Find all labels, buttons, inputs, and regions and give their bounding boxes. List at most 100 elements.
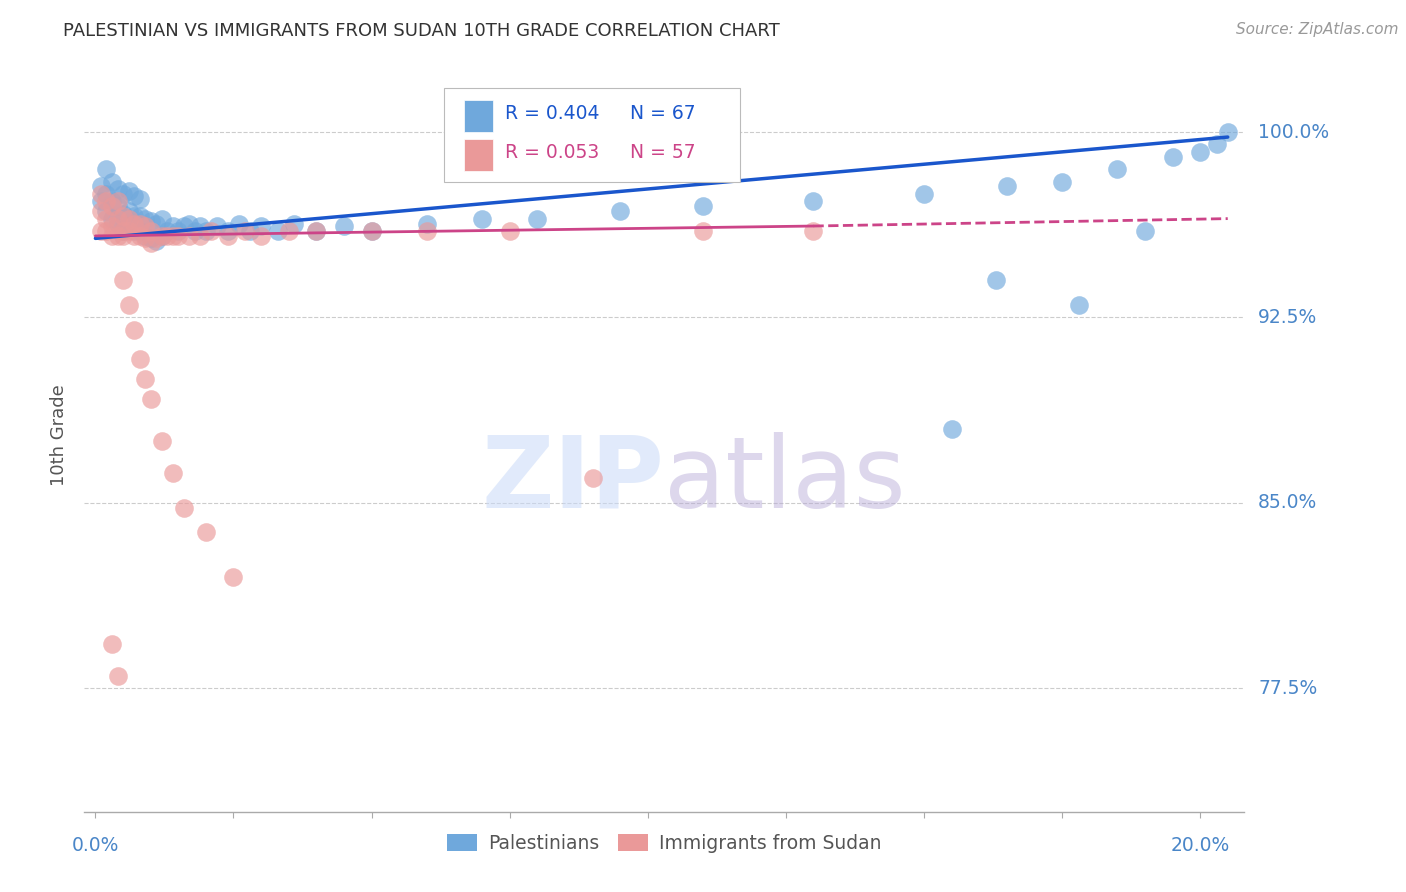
Point	[134, 228, 156, 243]
Point	[150, 434, 173, 448]
Point	[1133, 224, 1156, 238]
Point	[112, 228, 135, 243]
Point	[1050, 175, 1073, 189]
Point	[188, 219, 211, 233]
Point	[139, 214, 162, 228]
Point	[139, 236, 162, 251]
Point	[228, 217, 250, 231]
Point	[912, 186, 935, 201]
Point	[122, 189, 145, 203]
Point	[139, 224, 162, 238]
Point	[122, 228, 145, 243]
Point	[96, 211, 118, 226]
Point	[128, 209, 150, 223]
Point	[156, 224, 179, 238]
Point	[145, 231, 167, 245]
Point	[233, 224, 256, 238]
Text: R = 0.053: R = 0.053	[505, 143, 600, 161]
Text: 77.5%: 77.5%	[1258, 679, 1317, 698]
Text: N = 57: N = 57	[630, 143, 695, 161]
Point	[184, 224, 207, 238]
Point	[112, 186, 135, 201]
Point	[96, 194, 118, 209]
Point	[167, 228, 190, 243]
Point	[112, 224, 135, 238]
Point	[117, 185, 139, 199]
Point	[995, 179, 1018, 194]
Point	[128, 224, 150, 238]
Point	[128, 228, 150, 243]
Point	[283, 217, 305, 231]
Point	[112, 209, 135, 223]
Point	[101, 228, 124, 243]
Point	[581, 471, 603, 485]
Point	[101, 211, 124, 226]
Point	[803, 224, 825, 238]
FancyBboxPatch shape	[464, 139, 492, 171]
Point	[117, 219, 139, 233]
Point	[162, 228, 184, 243]
Point	[112, 207, 135, 221]
Point	[96, 204, 118, 219]
Point	[250, 228, 273, 243]
Point	[134, 219, 156, 233]
Point	[250, 219, 273, 233]
Text: 20.0%: 20.0%	[1171, 836, 1230, 855]
Text: 85.0%: 85.0%	[1258, 493, 1317, 512]
Point	[188, 228, 211, 243]
Point	[179, 217, 201, 231]
Point	[107, 211, 129, 226]
Point	[134, 231, 156, 245]
Point	[134, 211, 156, 226]
Point	[145, 217, 167, 231]
Point	[145, 234, 167, 248]
Point	[239, 224, 262, 238]
Y-axis label: 10th Grade: 10th Grade	[51, 384, 69, 486]
Point	[101, 219, 124, 233]
Point	[416, 224, 439, 238]
Point	[803, 194, 825, 209]
Point	[498, 224, 520, 238]
Point	[1205, 137, 1227, 152]
Point	[117, 298, 139, 312]
Text: N = 67: N = 67	[630, 103, 695, 122]
FancyBboxPatch shape	[444, 88, 740, 182]
Point	[941, 422, 963, 436]
Point	[360, 224, 382, 238]
Point	[150, 228, 173, 243]
Point	[101, 194, 124, 209]
Point	[101, 175, 124, 189]
Point	[128, 192, 150, 206]
Text: atlas: atlas	[665, 432, 905, 529]
Point	[1189, 145, 1212, 159]
Point	[984, 273, 1007, 287]
Point	[134, 372, 156, 386]
Point	[90, 224, 112, 238]
Point	[122, 224, 145, 238]
Point	[222, 570, 245, 584]
Point	[107, 228, 129, 243]
Point	[122, 217, 145, 231]
Text: Source: ZipAtlas.com: Source: ZipAtlas.com	[1236, 22, 1399, 37]
Point	[194, 525, 217, 540]
Point	[360, 224, 382, 238]
Point	[156, 228, 179, 243]
Point	[217, 228, 239, 243]
Point	[277, 224, 299, 238]
Point	[692, 224, 714, 238]
Point	[692, 199, 714, 213]
Point	[112, 273, 135, 287]
Point	[107, 669, 129, 683]
Text: 0.0%: 0.0%	[72, 836, 120, 855]
Point	[1067, 298, 1090, 312]
Text: 100.0%: 100.0%	[1258, 122, 1329, 142]
Point	[139, 231, 162, 245]
Text: R = 0.404: R = 0.404	[505, 103, 600, 122]
Point	[101, 199, 124, 213]
Point	[1161, 150, 1184, 164]
Point	[267, 224, 290, 238]
Point	[107, 217, 129, 231]
Point	[90, 186, 112, 201]
Point	[90, 204, 112, 219]
Point	[117, 211, 139, 226]
